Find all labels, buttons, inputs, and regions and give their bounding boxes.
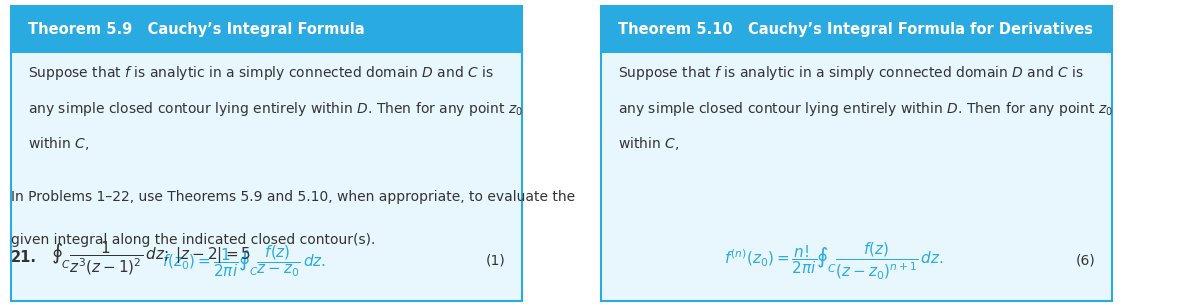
Text: Suppose that $f$ is analytic in a simply connected domain $D$ and $C$ is: Suppose that $f$ is analytic in a simply… — [618, 64, 1084, 83]
Text: Theorem 5.9   Cauchy’s Integral Formula: Theorem 5.9 Cauchy’s Integral Formula — [28, 22, 365, 37]
Text: 21.: 21. — [11, 251, 37, 265]
FancyBboxPatch shape — [11, 52, 522, 301]
Text: (6): (6) — [1075, 254, 1096, 268]
Text: (1): (1) — [486, 254, 505, 268]
Text: Suppose that $f$ is analytic in a simply connected domain $D$ and $C$ is: Suppose that $f$ is analytic in a simply… — [28, 64, 494, 83]
FancyBboxPatch shape — [601, 6, 1112, 52]
Text: given integral along the indicated closed contour(s).: given integral along the indicated close… — [11, 233, 376, 247]
Text: Theorem 5.10   Cauchy’s Integral Formula for Derivatives: Theorem 5.10 Cauchy’s Integral Formula f… — [618, 22, 1093, 37]
Text: within $C$,: within $C$, — [28, 135, 89, 152]
Text: In Problems 1–22, use Theorems 5.9 and 5.10, when appropriate, to evaluate the: In Problems 1–22, use Theorems 5.9 and 5… — [11, 190, 575, 204]
FancyBboxPatch shape — [11, 6, 522, 52]
Text: $f(z_0) = \dfrac{1}{2\pi i}\oint_C \dfrac{f(z)}{z - z_0}\, dz.$: $f(z_0) = \dfrac{1}{2\pi i}\oint_C \dfra… — [162, 243, 326, 279]
FancyBboxPatch shape — [601, 52, 1112, 301]
Text: $f^{(n)}(z_0) = \dfrac{n!}{2\pi i}\oint_C \dfrac{f(z)}{(z - z_0)^{n+1}}\, dz.$: $f^{(n)}(z_0) = \dfrac{n!}{2\pi i}\oint_… — [725, 240, 944, 282]
Text: any simple closed contour lying entirely within $D$. Then for any point $z_0$: any simple closed contour lying entirely… — [28, 100, 523, 118]
Text: within $C$,: within $C$, — [618, 135, 679, 152]
Text: any simple closed contour lying entirely within $D$. Then for any point $z_0$: any simple closed contour lying entirely… — [618, 100, 1112, 118]
Text: $\oint_C \dfrac{1}{z^3(z-1)^2}\, dz;\; |z-2| = 5$: $\oint_C \dfrac{1}{z^3(z-1)^2}\, dz;\; |… — [50, 239, 251, 277]
